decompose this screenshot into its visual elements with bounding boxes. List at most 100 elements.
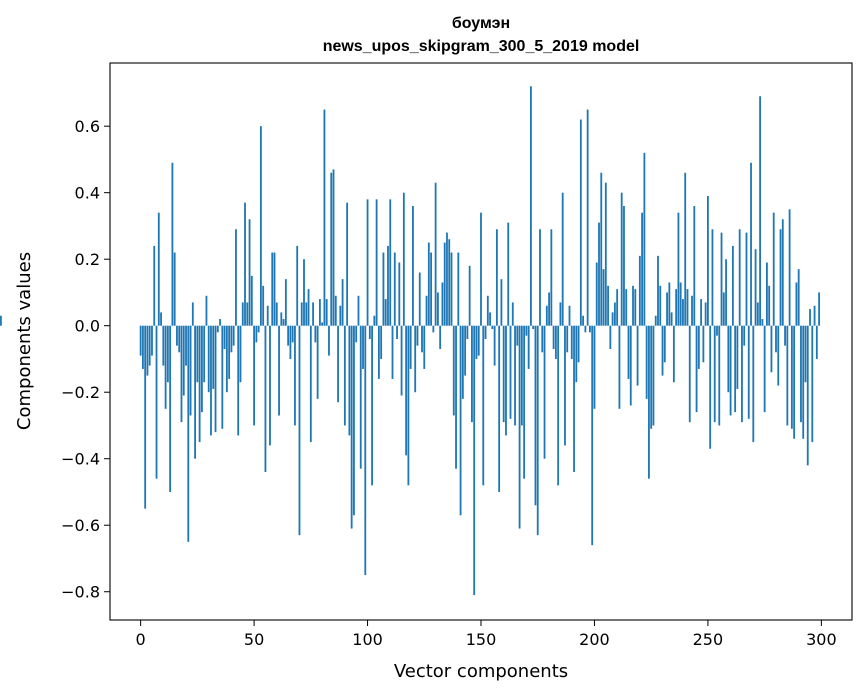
bar — [709, 325, 712, 449]
bar — [559, 302, 562, 326]
y-tick-label: −0.8 — [61, 583, 100, 602]
bar — [205, 295, 208, 326]
bar — [452, 325, 455, 416]
bar — [641, 212, 644, 326]
bar — [169, 325, 172, 492]
bar — [257, 325, 260, 333]
bar — [371, 325, 373, 486]
bar — [457, 252, 460, 326]
bar — [650, 325, 653, 429]
bar — [568, 305, 571, 326]
bar — [577, 325, 580, 363]
bar — [305, 302, 308, 326]
y-tick-label: 0.6 — [75, 117, 100, 136]
bar — [595, 262, 598, 326]
bar — [341, 279, 344, 326]
bar — [316, 325, 319, 399]
bar — [618, 325, 621, 409]
bar — [582, 315, 585, 326]
bar — [328, 325, 330, 356]
bar — [725, 259, 727, 326]
bar — [387, 245, 389, 326]
bar — [489, 312, 491, 326]
x-axis-label: Vector components — [394, 661, 568, 682]
bar — [307, 289, 310, 326]
bar — [412, 205, 414, 326]
bar — [477, 325, 480, 356]
bar — [677, 212, 680, 326]
bar — [800, 325, 802, 423]
bar — [368, 325, 371, 339]
bar — [700, 299, 703, 326]
bar — [627, 325, 630, 379]
bar — [657, 255, 659, 326]
bar — [239, 325, 242, 383]
bar — [430, 252, 432, 326]
bar — [511, 302, 514, 326]
bar — [790, 325, 793, 429]
bar — [584, 325, 587, 333]
bar — [500, 279, 503, 326]
bar — [545, 305, 548, 326]
bar — [543, 325, 546, 459]
bar — [321, 322, 324, 326]
bar — [741, 325, 743, 423]
bar — [548, 292, 550, 326]
bar — [598, 222, 600, 326]
bar — [405, 325, 408, 456]
chart-subtitle: news_upos_skipgram_300_5_2019 model — [323, 38, 640, 55]
bar — [325, 299, 328, 326]
bar — [811, 325, 814, 443]
bar — [793, 325, 796, 439]
bar — [686, 289, 689, 326]
bar — [602, 269, 605, 326]
bar — [282, 319, 285, 326]
bar — [613, 302, 616, 326]
bar — [781, 219, 784, 326]
bar — [809, 309, 811, 326]
bar — [210, 325, 212, 436]
bar — [312, 302, 314, 326]
bar — [754, 249, 757, 326]
bar — [682, 299, 684, 326]
bar — [407, 325, 410, 486]
bar — [593, 325, 596, 409]
bar — [191, 302, 194, 326]
bar — [459, 325, 462, 516]
bar — [720, 232, 723, 326]
bar — [389, 199, 392, 326]
bar — [813, 305, 816, 326]
bar — [804, 325, 807, 383]
bar — [745, 232, 748, 326]
bar — [382, 252, 385, 326]
bar — [400, 325, 403, 396]
bar — [539, 229, 541, 326]
bar — [491, 325, 494, 330]
bar — [212, 325, 215, 389]
x-tick-label: 300 — [806, 630, 837, 649]
bar — [198, 325, 201, 443]
bar — [784, 325, 786, 346]
bar — [318, 299, 321, 326]
plot-frame — [109, 62, 853, 621]
bar — [414, 325, 417, 393]
bar — [384, 299, 387, 326]
chart-title: боумэн — [452, 15, 510, 32]
bar — [235, 229, 237, 326]
bar — [727, 325, 730, 393]
bar — [591, 325, 594, 546]
bar — [232, 325, 235, 346]
bar — [718, 325, 721, 426]
bar — [398, 262, 401, 326]
y-tick-label: −0.2 — [61, 383, 100, 402]
bar — [244, 202, 246, 326]
bar — [436, 292, 439, 326]
bar — [666, 292, 668, 326]
x-tick-label: 100 — [352, 630, 383, 649]
bar — [498, 325, 501, 492]
bar — [450, 252, 453, 326]
bar — [775, 325, 777, 353]
bar — [486, 295, 489, 326]
bar — [523, 325, 526, 479]
bar — [752, 325, 755, 443]
